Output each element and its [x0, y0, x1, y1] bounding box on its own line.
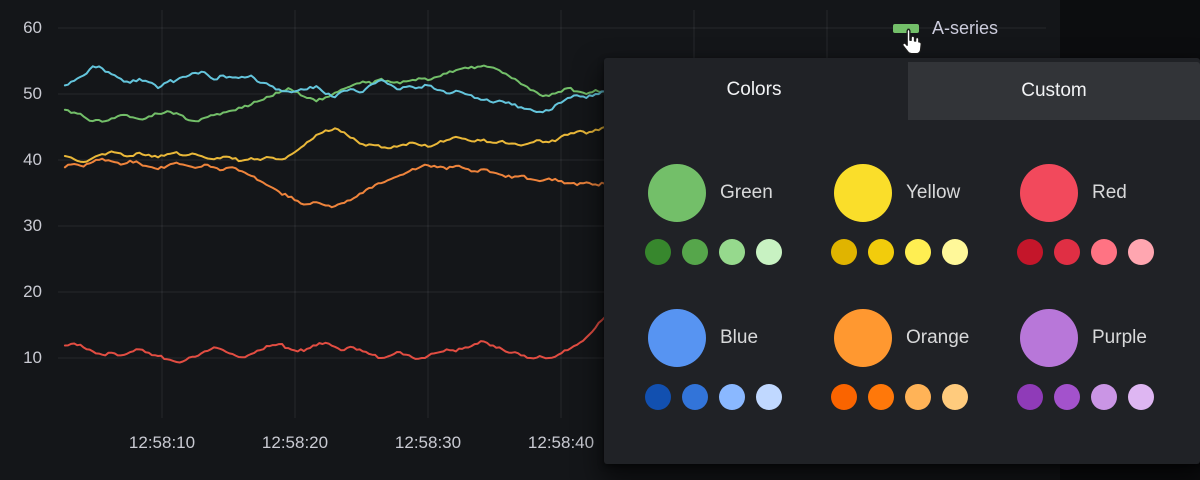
color-shade-orange-0[interactable] — [831, 384, 857, 410]
color-shades-row — [831, 239, 1011, 265]
x-tick-label: 12:58:10 — [112, 433, 212, 453]
color-shade-yellow-0[interactable] — [831, 239, 857, 265]
color-shade-orange-1[interactable] — [868, 384, 894, 410]
color-shade-blue-3[interactable] — [756, 384, 782, 410]
color-group-orange: Orange — [831, 309, 1011, 410]
color-option-purple[interactable] — [1020, 309, 1078, 367]
series-line-orange — [65, 159, 605, 208]
color-shades-row — [831, 384, 1011, 410]
x-tick-label: 12:58:20 — [245, 433, 345, 453]
color-shades-row — [1017, 384, 1197, 410]
y-tick-label: 60 — [0, 18, 42, 38]
color-shade-purple-0[interactable] — [1017, 384, 1043, 410]
y-tick-label: 40 — [0, 150, 42, 170]
color-shade-green-1[interactable] — [682, 239, 708, 265]
color-shades-row — [1017, 239, 1197, 265]
x-tick-label: 12:58:30 — [378, 433, 478, 453]
color-option-yellow[interactable] — [834, 164, 892, 222]
legend-item-a-series[interactable]: A-series — [893, 18, 998, 39]
color-picker-tabs: Colors Custom — [604, 58, 1200, 122]
color-shade-purple-3[interactable] — [1128, 384, 1154, 410]
series-line-yellow — [65, 127, 605, 162]
color-shade-yellow-2[interactable] — [905, 239, 931, 265]
color-group-blue: Blue — [645, 309, 825, 410]
color-name-label: Blue — [720, 327, 758, 349]
color-shade-red-0[interactable] — [1017, 239, 1043, 265]
color-shade-blue-0[interactable] — [645, 384, 671, 410]
color-shade-green-0[interactable] — [645, 239, 671, 265]
y-tick-label: 10 — [0, 348, 42, 368]
series-line-red — [65, 317, 605, 362]
color-shades-row — [645, 239, 825, 265]
color-shade-orange-3[interactable] — [942, 384, 968, 410]
series-color-swatch-icon[interactable] — [893, 24, 919, 33]
color-name-label: Yellow — [906, 182, 960, 204]
y-tick-label: 50 — [0, 84, 42, 104]
color-shade-red-1[interactable] — [1054, 239, 1080, 265]
y-tick-label: 20 — [0, 282, 42, 302]
color-option-orange[interactable] — [834, 309, 892, 367]
color-shade-yellow-3[interactable] — [942, 239, 968, 265]
color-shade-blue-1[interactable] — [682, 384, 708, 410]
tab-colors[interactable]: Colors — [604, 58, 904, 122]
color-option-red[interactable] — [1020, 164, 1078, 222]
color-shade-blue-2[interactable] — [719, 384, 745, 410]
y-tick-label: 30 — [0, 216, 42, 236]
color-picker-popup: Colors Custom Green Yellow Red Blue Orange Pu… — [604, 58, 1200, 464]
color-shade-red-2[interactable] — [1091, 239, 1117, 265]
color-group-yellow: Yellow — [831, 164, 1011, 265]
color-option-green[interactable] — [648, 164, 706, 222]
color-shade-green-3[interactable] — [756, 239, 782, 265]
color-name-label: Red — [1092, 182, 1127, 204]
color-name-label: Green — [720, 182, 773, 204]
color-group-purple: Purple — [1017, 309, 1197, 410]
color-shades-row — [645, 384, 825, 410]
color-shade-green-2[interactable] — [719, 239, 745, 265]
color-group-green: Green — [645, 164, 825, 265]
color-shade-yellow-1[interactable] — [868, 239, 894, 265]
color-shade-red-3[interactable] — [1128, 239, 1154, 265]
color-name-label: Orange — [906, 327, 969, 349]
grafana-panel: 60 50 40 30 20 10 12:58:10 12:58:20 12:58:30 12:… — [0, 0, 1200, 480]
legend-label[interactable]: A-series — [932, 18, 998, 39]
color-shade-orange-2[interactable] — [905, 384, 931, 410]
color-shade-purple-1[interactable] — [1054, 384, 1080, 410]
tab-custom[interactable]: Custom — [908, 62, 1200, 120]
series-line-cyan — [65, 66, 605, 112]
color-name-label: Purple — [1092, 327, 1147, 349]
color-option-blue[interactable] — [648, 309, 706, 367]
color-shade-purple-2[interactable] — [1091, 384, 1117, 410]
color-group-red: Red — [1017, 164, 1197, 265]
series-lines — [65, 66, 605, 363]
x-tick-label: 12:58:40 — [511, 433, 611, 453]
